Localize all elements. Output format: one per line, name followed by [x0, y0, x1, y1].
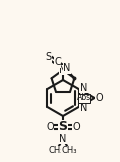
- FancyBboxPatch shape: [78, 93, 90, 103]
- Text: CH₃: CH₃: [49, 146, 64, 155]
- Text: Abs: Abs: [77, 93, 91, 103]
- Text: O: O: [96, 93, 103, 103]
- Text: O: O: [72, 122, 80, 132]
- Text: S: S: [45, 52, 51, 62]
- Text: N: N: [59, 134, 67, 144]
- Text: C: C: [54, 57, 61, 67]
- Text: N: N: [80, 103, 87, 113]
- Text: N: N: [63, 63, 71, 73]
- Text: S: S: [59, 121, 67, 133]
- Text: O: O: [46, 122, 54, 132]
- Text: N: N: [80, 83, 87, 93]
- Text: N: N: [59, 65, 67, 75]
- Text: CH₃: CH₃: [62, 146, 77, 155]
